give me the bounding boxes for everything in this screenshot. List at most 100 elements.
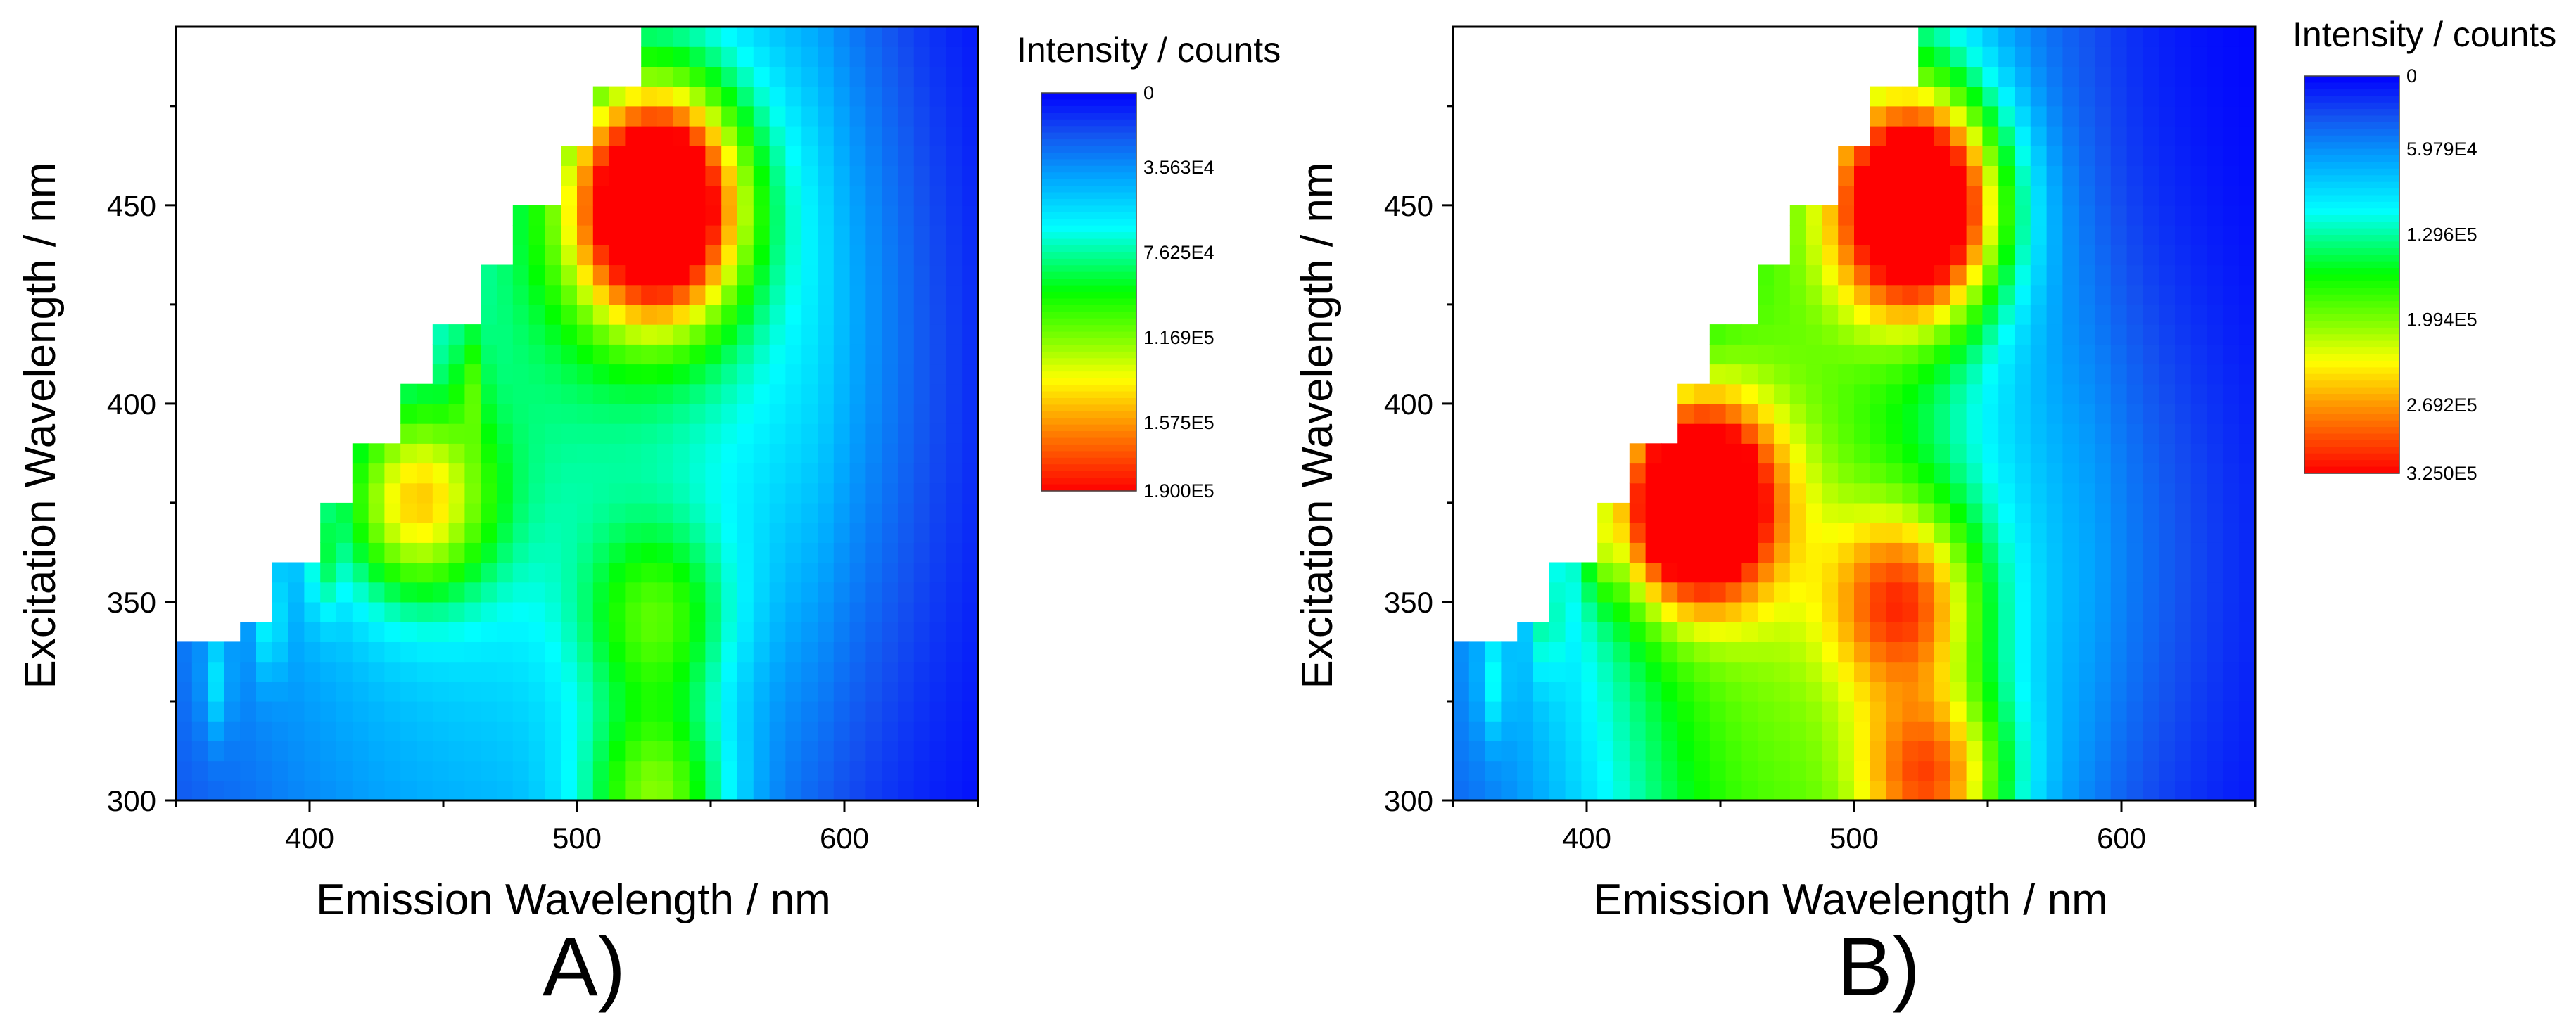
heatmap-cell [512,641,530,663]
heatmap-cell [545,403,561,424]
heatmap-cell [320,523,337,543]
colorbar-band [1041,93,1136,101]
heatmap-cell [1549,741,1566,762]
heatmap-cell [2207,86,2223,107]
heatmap-cell [208,780,224,801]
heatmap-cell [2190,780,2208,801]
heatmap-cell [592,741,610,762]
heatmap-cell [1677,681,1694,702]
heatmap-cell [2030,741,2048,762]
heatmap-cell [962,284,979,305]
heatmap-cell [512,601,530,622]
heatmap-cell [1950,185,1967,206]
heatmap-cell [1629,482,1647,504]
heatmap-cell [1838,165,1855,186]
heatmap-cell [2126,741,2143,762]
heatmap-cell [641,304,658,325]
heatmap-cell [625,562,642,583]
heatmap-cell [785,701,802,722]
heatmap-cell [673,780,690,801]
heatmap-cell [1918,264,1935,286]
heatmap-cell [497,482,514,504]
heatmap-cell [2143,126,2159,146]
heatmap-cell [2062,641,2079,663]
heatmap-cell [592,86,610,107]
heatmap-cell [2175,780,2192,801]
heatmap-cell [1725,423,1742,444]
heatmap-cell [785,741,802,762]
heatmap-cell [1902,403,1919,424]
heatmap-cell [625,661,642,682]
heatmap-cell [1806,304,1822,325]
heatmap-cell [929,105,946,127]
heatmap-cell [304,622,321,642]
heatmap-cell [2110,46,2128,67]
heatmap-cell [898,760,915,781]
heatmap-cell [929,523,946,543]
colorbar-band [1041,279,1136,286]
heatmap-cell [801,245,818,266]
heatmap-cell [1854,185,1871,206]
heatmap-cell [689,364,706,385]
heatmap-cell [481,264,497,286]
heatmap-cell [512,701,530,722]
heatmap-cell [913,681,931,702]
heatmap-cell [721,46,738,67]
heatmap-cell [865,741,882,762]
heatmap-cell [2207,284,2223,305]
heatmap-cell [545,582,561,603]
heatmap-cell [1677,661,1694,682]
heatmap-cell [609,582,626,603]
colorbar-band [1041,113,1136,120]
heatmap-cell [801,780,818,801]
heatmap-cell [2143,482,2159,504]
heatmap-cell [577,542,594,563]
heatmap-cell [1950,364,1967,385]
heatmap-cell [1902,86,1919,107]
heatmap-cell [946,741,963,762]
heatmap-cell [2126,780,2143,801]
heatmap-cell [641,364,658,385]
heatmap-cell [464,443,481,464]
heatmap-cell [400,582,417,603]
heatmap-cell [2175,661,2192,682]
heatmap-cell [865,46,882,67]
heatmap-cell [1709,443,1727,464]
heatmap-cell [1966,205,1983,226]
heatmap-cell [705,403,722,424]
heatmap-cell [352,482,369,504]
heatmap-cell [2175,482,2192,504]
heatmap-cell [1870,741,1887,762]
heatmap-cell [689,601,706,622]
heatmap-cell [1854,523,1871,543]
heatmap-cell [625,304,642,325]
heatmap-cell [1886,324,1903,345]
heatmap-cell [1918,601,1935,622]
heatmap-cell [432,622,450,642]
colorbar-band [2304,215,2399,222]
heatmap-cell [1822,463,1839,484]
heatmap-cell [1517,721,1534,741]
heatmap-cell [1694,741,1711,762]
heatmap-cell [1774,284,1791,305]
heatmap-cell [2126,562,2143,583]
heatmap-cell [1789,601,1807,622]
heatmap-cell [528,641,545,663]
heatmap-cell [288,760,305,781]
heatmap-cell [2239,641,2256,663]
heatmap-cell [2079,403,2095,424]
heatmap-cell [1950,126,1967,146]
heatmap-cell [1741,562,1758,583]
colorbar-band [2304,354,2399,362]
heatmap-cell [464,681,481,702]
heatmap-cell [753,562,770,583]
heatmap-cell [641,542,658,563]
heatmap-cell [1725,463,1742,484]
heatmap-cell [2095,741,2112,762]
heatmap-cell [2126,443,2143,464]
heatmap-cell [737,105,754,127]
heatmap-cell [400,641,417,663]
heatmap-cell [2046,364,2063,385]
heatmap-cell [882,502,899,523]
